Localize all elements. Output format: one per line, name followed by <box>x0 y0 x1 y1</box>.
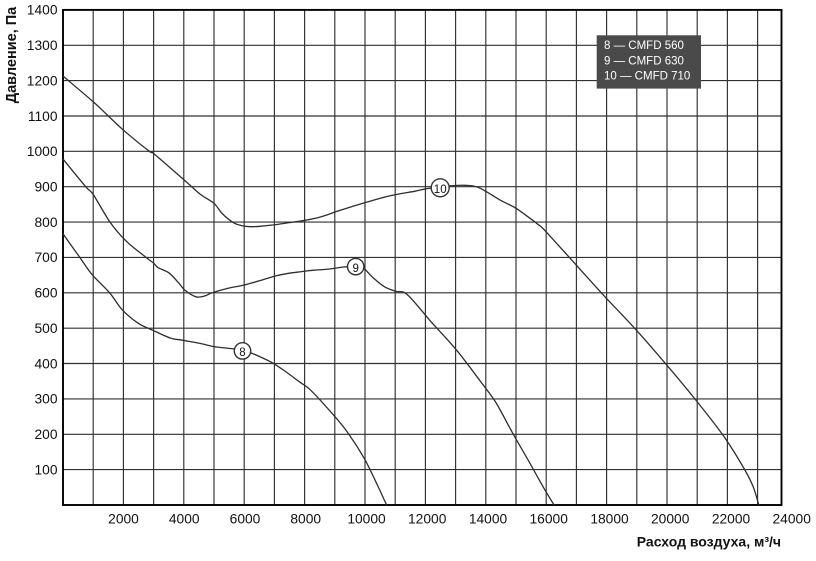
svg-text:500: 500 <box>34 321 57 336</box>
svg-text:1400: 1400 <box>27 3 58 18</box>
svg-text:4000: 4000 <box>169 512 200 527</box>
svg-text:10 — CMFD 710: 10 — CMFD 710 <box>604 71 690 83</box>
svg-text:10000: 10000 <box>347 512 386 527</box>
svg-text:900: 900 <box>34 180 57 195</box>
svg-text:20000: 20000 <box>651 512 690 527</box>
svg-text:6000: 6000 <box>230 512 261 527</box>
svg-text:24000: 24000 <box>773 512 812 527</box>
svg-text:10: 10 <box>434 184 447 196</box>
svg-text:8 — CMFD 560: 8 — CMFD 560 <box>604 40 684 52</box>
svg-text:Расход воздуха, м³/ч: Расход воздуха, м³/ч <box>637 534 781 550</box>
svg-text:800: 800 <box>34 215 57 230</box>
svg-text:2000: 2000 <box>108 512 139 527</box>
svg-text:600: 600 <box>34 286 57 301</box>
svg-text:100: 100 <box>34 462 57 477</box>
svg-text:9 — CMFD 630: 9 — CMFD 630 <box>604 55 684 67</box>
svg-text:8000: 8000 <box>290 512 321 527</box>
svg-text:18000: 18000 <box>590 512 629 527</box>
svg-text:1100: 1100 <box>28 109 58 124</box>
svg-text:8: 8 <box>239 347 245 359</box>
svg-text:200: 200 <box>34 427 57 442</box>
svg-text:22000: 22000 <box>712 512 751 527</box>
svg-text:300: 300 <box>34 392 57 407</box>
svg-text:700: 700 <box>34 250 57 265</box>
svg-text:1000: 1000 <box>27 144 58 159</box>
svg-text:1300: 1300 <box>27 38 58 53</box>
svg-text:Давление, Па: Давление, Па <box>4 6 20 103</box>
svg-text:9: 9 <box>352 263 358 275</box>
svg-text:1200: 1200 <box>27 73 58 88</box>
svg-text:400: 400 <box>34 356 57 371</box>
svg-text:14000: 14000 <box>469 512 508 527</box>
svg-text:12000: 12000 <box>408 512 447 527</box>
svg-text:16000: 16000 <box>530 512 569 527</box>
